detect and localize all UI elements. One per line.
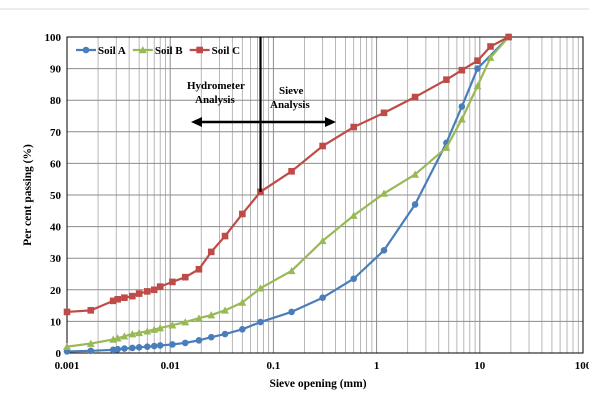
data-point-square: [151, 287, 158, 294]
legend: Soil A Soil B Soil C: [76, 45, 240, 57]
data-point-square: [487, 43, 494, 50]
data-point-circle: [350, 275, 357, 282]
data-point-circle: [196, 337, 203, 344]
data-point-square: [64, 309, 71, 316]
y-tick-label: 30: [50, 253, 62, 265]
y-tick-label: 70: [50, 127, 62, 139]
data-point-circle: [157, 342, 164, 349]
data-point-square: [182, 274, 189, 281]
data-point-circle: [136, 344, 143, 351]
x-tick-label: 0.1: [267, 360, 281, 372]
data-point-circle: [182, 340, 189, 347]
data-point-circle: [412, 201, 419, 208]
y-tick-label: 40: [50, 222, 62, 234]
data-point-circle: [459, 103, 466, 110]
data-point-circle: [169, 341, 176, 348]
data-point-square: [196, 266, 203, 273]
data-point-circle: [208, 334, 215, 341]
data-point-square: [121, 294, 128, 301]
data-point-circle: [222, 331, 229, 338]
y-tick-label: 50: [50, 190, 62, 202]
y-tick-label: 80: [50, 95, 62, 107]
data-point-circle: [474, 65, 481, 72]
data-point-circle: [239, 326, 246, 333]
data-point-circle: [319, 294, 326, 301]
y-axis-title: Per cent passing (%): [22, 144, 34, 246]
data-point-square: [474, 57, 481, 64]
x-tick-label: 0.001: [55, 360, 80, 372]
data-point-square: [350, 124, 357, 131]
legend-label-soil-b: Soil B: [155, 45, 183, 57]
data-point-circle: [121, 345, 128, 352]
data-point-circle: [87, 347, 94, 354]
y-tick-label: 60: [50, 158, 62, 170]
data-point-square: [129, 293, 136, 300]
sieve-label-line2: Analysis: [270, 99, 310, 111]
y-tick-label: 90: [50, 64, 62, 76]
data-point-square: [459, 67, 466, 74]
data-point-circle: [151, 343, 158, 350]
data-point-square: [239, 211, 246, 218]
legend-label-soil-c: Soil C: [212, 45, 240, 57]
data-point-square: [157, 283, 164, 290]
data-point-square: [87, 307, 94, 314]
data-point-square: [381, 110, 388, 117]
data-point-circle: [144, 343, 151, 350]
data-point-circle: [129, 345, 136, 352]
y-tick-label: 100: [45, 32, 62, 44]
data-point-square: [319, 143, 326, 150]
x-tick-label: 1: [374, 360, 380, 372]
data-point-circle: [288, 309, 295, 316]
data-point-square: [222, 233, 229, 240]
data-point-square: [443, 76, 450, 83]
data-point-square: [288, 168, 295, 175]
x-axis-title: Sieve opening (mm): [269, 378, 366, 390]
data-point-circle: [381, 247, 388, 254]
data-point-square: [114, 296, 121, 303]
data-point-circle: [114, 346, 121, 353]
sieve-label-line1: Sieve: [279, 85, 304, 97]
data-point-square: [208, 249, 215, 256]
data-point-square: [169, 279, 176, 286]
data-point-square: [412, 94, 419, 101]
hydrometer-label-line1: Hydrometer: [187, 80, 245, 92]
x-tick-label: 100: [575, 360, 589, 372]
y-tick-label: 20: [50, 285, 62, 297]
y-tick-label: 0: [56, 348, 62, 360]
data-point-circle: [257, 319, 264, 326]
data-point-square: [505, 34, 512, 41]
x-tick-label: 10: [474, 360, 486, 372]
hydrometer-label-line2: Analysis: [195, 94, 235, 106]
x-tick-label: 0.01: [161, 360, 180, 372]
data-point-circle: [83, 47, 90, 54]
data-point-square: [136, 290, 143, 297]
y-tick-label: 10: [50, 316, 62, 328]
data-point-square: [144, 288, 151, 295]
data-point-square: [196, 47, 203, 54]
legend-label-soil-a: Soil A: [98, 45, 126, 57]
